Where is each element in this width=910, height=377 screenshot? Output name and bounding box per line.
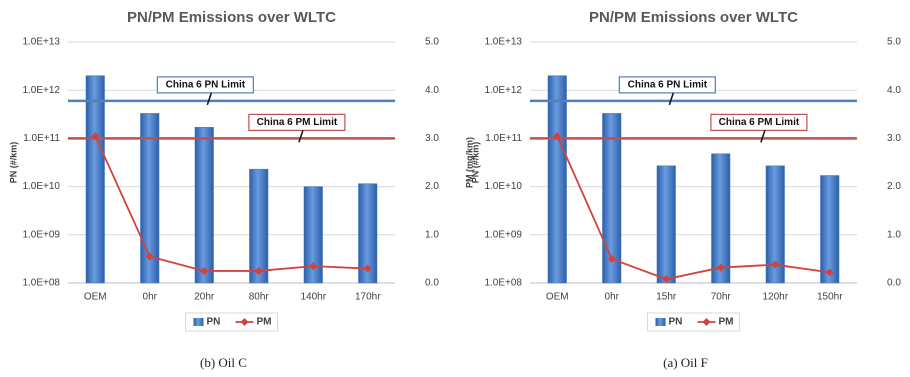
x-tick-label: 120hr: [762, 292, 788, 303]
x-tick-label: OEM: [546, 292, 569, 303]
limit-label: China 6 PN Limit: [628, 80, 708, 91]
y2-tick-label: 1.0: [425, 229, 439, 240]
y2-tick-label: 0.0: [887, 278, 901, 289]
y2-tick-label: 4.0: [425, 85, 439, 96]
pm-marker: [607, 254, 616, 263]
caption: (a) Oil F: [663, 355, 708, 370]
caption: (b) Oil C: [200, 355, 247, 370]
pm-marker: [363, 264, 372, 273]
limit-label-box: [248, 113, 346, 132]
x-tick-label: 80hr: [249, 292, 270, 303]
bar: [85, 75, 105, 284]
legend-swatch-marker: [702, 318, 711, 326]
pm-marker: [716, 263, 725, 272]
legend-label: PN: [669, 317, 683, 328]
pm-marker: [145, 252, 154, 261]
legend-swatch: [193, 318, 204, 326]
pm-marker: [662, 275, 671, 284]
limit-label-box: [156, 76, 254, 94]
x-tick-label: 70hr: [711, 292, 732, 303]
pm-marker: [825, 268, 834, 277]
y-tick-label: 1.0E+08: [484, 278, 522, 289]
x-tick-label: 15hr: [656, 292, 677, 303]
y2-tick-label: 3.0: [425, 133, 439, 144]
bar: [140, 113, 160, 284]
pm-marker: [91, 131, 100, 140]
pm-marker: [200, 266, 209, 275]
limit-arrow: [760, 130, 766, 143]
y-tick-label: 1.0E+09: [22, 229, 60, 240]
limit-label: China 6 PM Limit: [257, 117, 338, 128]
bar: [358, 183, 378, 284]
x-tick-label: 0hr: [605, 292, 620, 303]
limit-arrow: [298, 130, 304, 143]
y-tick-label: 1.0E+08: [22, 278, 60, 289]
pm-line: [556, 135, 830, 281]
y2-tick-label: 0.0: [425, 278, 439, 289]
chart-title: PN/PM Emissions over WLTC: [127, 9, 336, 26]
x-tick-label: 170hr: [355, 292, 381, 303]
chart-title: PN/PM Emissions over WLTC: [589, 9, 798, 26]
legend-box: [185, 312, 278, 332]
limit-arrow: [206, 92, 213, 106]
bar: [656, 165, 676, 284]
bar: [820, 175, 840, 284]
y-tick-label: 1.0E+10: [22, 181, 60, 192]
y2-tick-label: 2.0: [887, 181, 901, 192]
y-tick-label: 1.0E+11: [23, 133, 60, 144]
bar: [602, 113, 622, 284]
pm-line: [94, 135, 368, 272]
limit-label: China 6 PN Limit: [166, 80, 246, 91]
y-tick-label: 1.0E+13: [22, 37, 60, 48]
y-tick-label: 1.0E+12: [484, 85, 522, 96]
bar: [547, 75, 567, 284]
x-tick-label: 140hr: [300, 292, 326, 303]
y-tick-label: 1.0E+10: [484, 181, 522, 192]
y-tick-label: 1.0E+09: [484, 229, 522, 240]
bar: [249, 168, 269, 284]
y-tick-label: 1.0E+13: [484, 37, 522, 48]
bar: [711, 153, 731, 284]
legend-swatch-marker: [240, 318, 249, 326]
y2-tick-label: 2.0: [425, 181, 439, 192]
legend-label: PN: [207, 317, 221, 328]
limit-arrow: [668, 92, 675, 106]
limit-label: China 6 PM Limit: [719, 117, 800, 128]
legend-label: PM: [257, 317, 272, 328]
y-tick-label: 1.0E+11: [485, 133, 522, 144]
x-tick-label: 0hr: [143, 292, 158, 303]
legend-swatch: [655, 318, 666, 326]
pm-marker: [553, 131, 562, 140]
x-tick-label: 20hr: [194, 292, 215, 303]
y-tick-label: 1.0E+12: [22, 85, 60, 96]
y2-axis-label: PM (mg/km): [464, 137, 474, 188]
limit-label-box: [618, 76, 716, 94]
y2-tick-label: 4.0: [887, 85, 901, 96]
y-axis-label: PN (#/km): [470, 142, 480, 184]
pm-marker: [771, 260, 780, 269]
x-tick-label: OEM: [84, 292, 107, 303]
limit-label-box: [710, 113, 808, 132]
bar: [765, 165, 785, 284]
y2-tick-label: 5.0: [887, 37, 901, 48]
pm-marker: [309, 262, 318, 271]
x-tick-label: 150hr: [817, 292, 843, 303]
bar: [194, 127, 214, 284]
y2-tick-label: 1.0: [887, 229, 901, 240]
legend-label: PM: [719, 317, 734, 328]
y-axis-label: PN (#/km): [8, 142, 18, 184]
y2-tick-label: 5.0: [425, 37, 439, 48]
legend-box: [647, 312, 740, 332]
pm-marker: [254, 266, 263, 275]
y2-tick-label: 3.0: [887, 133, 901, 144]
bar: [303, 186, 323, 284]
